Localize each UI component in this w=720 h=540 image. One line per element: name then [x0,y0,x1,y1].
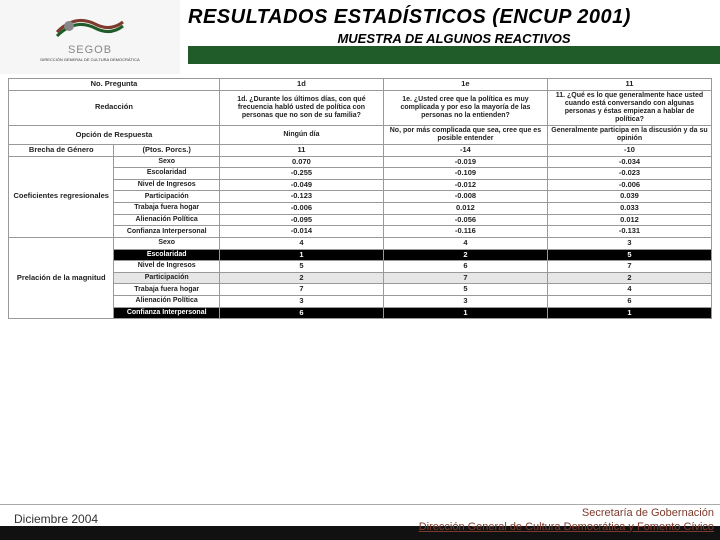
prel-label-2: Nivel de Ingresos [114,261,219,273]
question-2: 11. ¿Qué es lo que generalmente hace ust… [547,90,711,125]
footer: Diciembre 2004 Secretaría de Gobernación… [0,504,720,540]
brecha-0: Brecha de Género [9,144,114,156]
prel-2-2: 7 [547,261,711,273]
coef-4-0: -0.006 [219,203,383,215]
coef-3-1: -0.008 [383,191,547,203]
prel-6-0: 6 [219,307,383,319]
prel-1-0: 1 [219,249,383,261]
hdr-opcion: Opción de Respuesta [9,125,220,144]
coef-4-1: 0.012 [383,203,547,215]
coef-5-2: 0.012 [547,214,711,226]
prel-label-6: Confianza Interpersonal [114,307,219,319]
seal-icon [55,12,125,42]
group-coef: Coeficientes regresionales [9,156,114,237]
brecha-4: -10 [547,144,711,156]
coef-label-2: Nivel de Ingresos [114,179,219,191]
prel-label-4: Trabaja fuera hogar [114,284,219,296]
footer-attribution: Secretaría de Gobernación Dirección Gene… [419,507,720,533]
logo-area: SEGOB DIRECCIÓN GENERAL DE CULTURA DEMOC… [0,0,180,74]
data-table: No. Pregunta1d1e11Redacción1d. ¿Durante … [8,78,712,319]
prel-5-1: 3 [383,296,547,308]
coef-3-2: 0.039 [547,191,711,203]
coef-2-1: -0.012 [383,179,547,191]
prel-5-2: 6 [547,296,711,308]
opcion-1: No, por más complicada que sea, cree que… [383,125,547,144]
prel-label-3: Participación [114,272,219,284]
prel-label-0: Sexo [114,237,219,249]
prel-3-0: 2 [219,272,383,284]
brecha-3: -14 [383,144,547,156]
prel-1-2: 5 [547,249,711,261]
prel-3-2: 2 [547,272,711,284]
coef-5-0: -0.095 [219,214,383,226]
title-area: RESULTADOS ESTADÍSTICOS (ENCUP 2001) MUE… [180,0,720,74]
group-prel: Prelación de la magnitud [9,237,114,318]
coef-2-0: -0.049 [219,179,383,191]
logo-sub: DIRECCIÓN GENERAL DE CULTURA DEMOCRÁTICA [40,58,139,62]
question-0: 1d. ¿Durante los últimos días, con qué f… [219,90,383,125]
prel-label-5: Alienación Política [114,296,219,308]
footer-line2: Dirección General de Cultura Democrática… [419,521,714,534]
coef-2-2: -0.006 [547,179,711,191]
coef-label-3: Participación [114,191,219,203]
opcion-0: Ningún día [219,125,383,144]
coef-1-2: -0.023 [547,168,711,180]
hdr-q1d: 1d [219,79,383,91]
coef-label-5: Alienación Política [114,214,219,226]
coef-6-1: -0.116 [383,226,547,238]
prel-1-1: 2 [383,249,547,261]
prel-4-2: 4 [547,284,711,296]
coef-6-2: -0.131 [547,226,711,238]
coef-3-0: -0.123 [219,191,383,203]
prel-0-0: 4 [219,237,383,249]
content: No. Pregunta1d1e11Redacción1d. ¿Durante … [0,74,720,484]
prel-2-0: 5 [219,261,383,273]
coef-1-0: -0.255 [219,168,383,180]
prel-2-1: 6 [383,261,547,273]
coef-6-0: -0.014 [219,226,383,238]
prel-0-2: 3 [547,237,711,249]
coef-0-2: -0.034 [547,156,711,168]
coef-4-2: 0.033 [547,203,711,215]
coef-0-0: 0.070 [219,156,383,168]
prel-0-1: 4 [383,237,547,249]
brecha-2: 11 [219,144,383,156]
page-subtitle: MUESTRA DE ALGUNOS REACTIVOS [188,31,720,46]
question-1: 1e. ¿Usted cree que la política es muy c… [383,90,547,125]
footer-line1: Secretaría de Gobernación [419,507,714,520]
brecha-1: (Ptos. Porcs.) [114,144,219,156]
prel-4-1: 5 [383,284,547,296]
hdr-redaccion: Redacción [9,90,220,125]
logo-label: SEGOB [68,44,112,56]
hdr-no-pregunta: No. Pregunta [9,79,220,91]
coef-5-1: -0.056 [383,214,547,226]
prel-4-0: 7 [219,284,383,296]
prel-3-1: 7 [383,272,547,284]
coef-label-6: Confianza Interpersonal [114,226,219,238]
prel-6-1: 1 [383,307,547,319]
hdr-q1e: 1e [383,79,547,91]
coef-label-1: Escolaridad [114,168,219,180]
page-title: RESULTADOS ESTADÍSTICOS (ENCUP 2001) [188,6,720,29]
prel-6-2: 1 [547,307,711,319]
green-band [188,46,720,64]
prel-5-0: 3 [219,296,383,308]
prel-label-1: Escolaridad [114,249,219,261]
coef-label-0: Sexo [114,156,219,168]
footer-date: Diciembre 2004 [0,512,98,526]
coef-1-1: -0.109 [383,168,547,180]
coef-label-4: Trabaja fuera hogar [114,203,219,215]
hdr-q11: 11 [547,79,711,91]
opcion-2: Generalmente participa en la discusión y… [547,125,711,144]
coef-0-1: -0.019 [383,156,547,168]
header: SEGOB DIRECCIÓN GENERAL DE CULTURA DEMOC… [0,0,720,74]
